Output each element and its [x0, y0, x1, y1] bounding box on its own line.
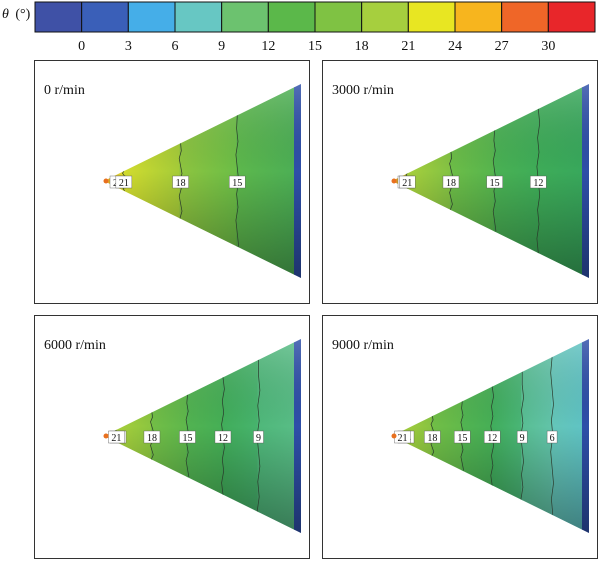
contour-label: 21: [402, 178, 412, 189]
contour-label: 21: [397, 433, 407, 444]
contour-label: 18: [176, 178, 186, 189]
colorbar-tick-label: 21: [401, 39, 415, 54]
contour-label-box: [143, 430, 161, 444]
panel-title: 9000 r/min: [332, 338, 394, 353]
colorbar-cell: [407, 1, 456, 33]
contour-label-box: [399, 175, 416, 189]
colorbar-tick-label: 3: [125, 39, 132, 54]
cone-shading: [104, 84, 301, 278]
contour-label: 9: [256, 433, 261, 444]
contour-panel: 3000 r/min2421181512: [322, 60, 598, 304]
colorbar-cell: [34, 1, 83, 33]
contour-label: 18: [427, 433, 437, 444]
contour-label: 9: [520, 433, 525, 444]
contour-label: 15: [232, 178, 242, 189]
colorbar-tick-label: 0: [78, 39, 85, 54]
colorbar-cell: [81, 1, 129, 33]
panel-title: 0 r/min: [44, 83, 85, 98]
contour-panel: 0 r/min24211815: [34, 60, 310, 304]
colorbar-cell: [454, 1, 503, 33]
contour-label-box: [253, 430, 264, 444]
cone-apex: [103, 433, 109, 439]
colorbar-tick-label: 18: [355, 39, 369, 54]
colorbar-tick-label: 30: [541, 39, 555, 54]
contour-label: 15: [490, 178, 500, 189]
contour-label-box: [546, 430, 558, 444]
colorbar-cell: [127, 1, 176, 33]
colorbar-cell: [501, 1, 549, 33]
colorbar-cell: [547, 1, 596, 33]
colorbar-tick-label: 9: [218, 39, 225, 54]
colorbar-unit: (°): [15, 7, 30, 22]
colorbar-title: θ (°): [2, 7, 31, 22]
cone-apex: [391, 178, 397, 184]
contour-label: 21: [111, 433, 121, 444]
colorbar-cell: [174, 1, 223, 33]
contour-label-box: [442, 175, 460, 189]
contour-label-box: [484, 430, 501, 444]
contour-label: 21: [119, 178, 129, 189]
contour-label: 15: [457, 433, 467, 444]
contour-panel: 9000 r/min242118151296: [322, 315, 598, 559]
colorbar-cell: [267, 1, 316, 33]
contour-label-box: [486, 175, 503, 189]
contour-label: 12: [487, 433, 497, 444]
contour-label: 18: [446, 178, 456, 189]
contour-label-box: [214, 430, 232, 444]
colorbar-tick-label: 15: [308, 39, 322, 54]
colorbar-cell: [361, 1, 409, 33]
colorbar-cell: [221, 1, 269, 33]
colorbar: θ (°) 0 3 6 9 12 15 18 21 24 27 30: [2, 1, 596, 54]
contour-label-box: [530, 175, 547, 189]
contour-label: 12: [533, 178, 543, 189]
cone-shading: [104, 339, 301, 533]
panel-title: 6000 r/min: [44, 338, 106, 353]
colorbar-cell: [314, 1, 363, 33]
contour-panel: 6000 r/min24211815129: [34, 315, 310, 559]
colorbar-tick-label: 27: [495, 39, 509, 54]
contour-label-box: [424, 430, 441, 444]
contour-label: 18: [147, 433, 157, 444]
contour-label: 12: [218, 433, 228, 444]
contour-label-box: [172, 175, 189, 189]
contour-label-box: [115, 175, 133, 189]
colorbar-tick-label: 12: [261, 39, 275, 54]
colorbar-tick-label: 24: [448, 39, 462, 54]
contour-label-box: [454, 430, 471, 444]
cone-apex: [391, 433, 397, 439]
panel-title: 3000 r/min: [332, 83, 394, 98]
colorbar-symbol: θ: [2, 7, 9, 22]
contour-label-box: [229, 175, 246, 189]
contour-label: 6: [550, 433, 555, 444]
contour-label-box: [108, 430, 125, 444]
cone-apex: [103, 178, 109, 184]
contour-label-box: [516, 430, 528, 444]
contour-label-box: [179, 430, 196, 444]
colorbar-tick-label: 6: [172, 39, 179, 54]
contour-label: 15: [182, 433, 192, 444]
